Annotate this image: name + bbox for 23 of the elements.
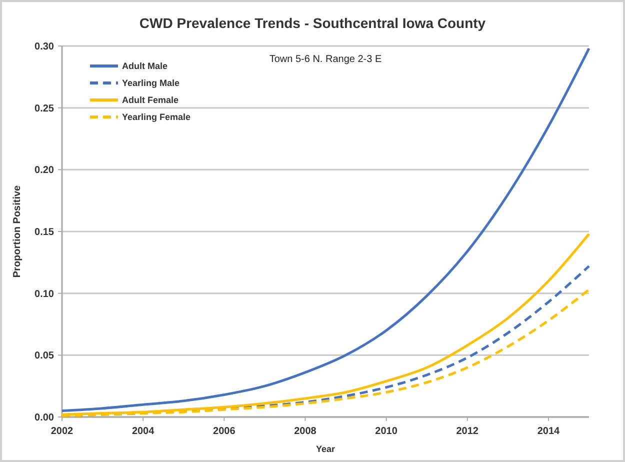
y-tick-label: 0.00 <box>34 412 54 424</box>
x-tick-label: 2012 <box>456 426 479 437</box>
x-tick-label: 2002 <box>50 426 74 437</box>
legend-label: Yearling Female <box>122 112 191 122</box>
y-tick-label: 0.10 <box>34 288 54 300</box>
x-tick-label: 2010 <box>375 426 398 437</box>
legend-label: Yearling Male <box>122 78 180 88</box>
y-axis-title: Proportion Positive <box>12 184 23 278</box>
chart-title: CWD Prevalence Trends - Southcentral Iowa County <box>139 15 486 31</box>
y-tick-label: 0.15 <box>34 227 54 238</box>
x-tick-label: 2008 <box>294 426 317 437</box>
x-axis-title: Year <box>316 444 336 454</box>
x-tick-label: 2014 <box>537 426 560 437</box>
x-tick-label: 2006 <box>213 426 236 437</box>
legend-label: Adult Male <box>122 61 168 72</box>
legend-label: Adult Female <box>122 95 179 106</box>
y-tick-label: 0.25 <box>34 103 54 114</box>
y-tick-label: 0.05 <box>34 350 54 362</box>
y-tick-label: 0.30 <box>34 42 54 52</box>
y-tick-label: 0.20 <box>34 165 54 176</box>
x-tick-label: 2004 <box>132 426 155 437</box>
annotation: Town 5-6 N. Range 2-3 E <box>269 54 382 65</box>
line-series <box>60 47 590 412</box>
